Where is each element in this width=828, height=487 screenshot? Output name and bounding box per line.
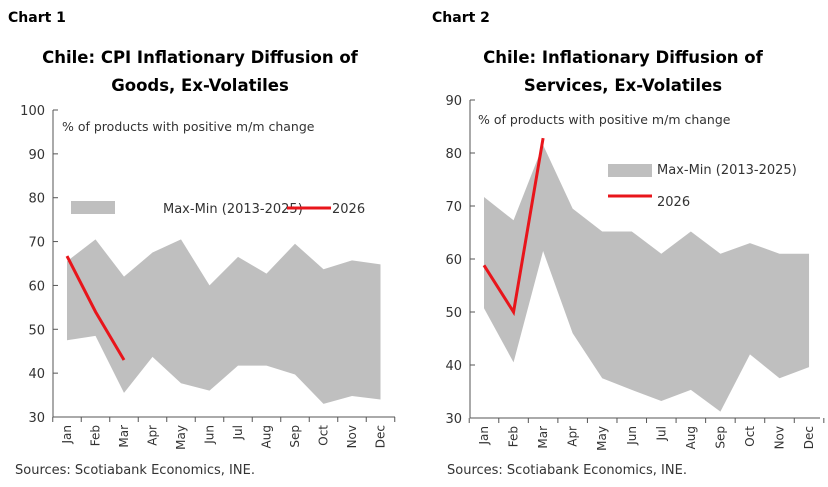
chart-1: Chart 1 Chile: CPI Inflationary Diffusion…	[8, 10, 395, 478]
x-tick-label: Nov	[773, 426, 787, 449]
y-tick-label: 50	[445, 306, 462, 321]
x-tick-label: Mar	[536, 426, 550, 449]
chart-label: Chart 1	[8, 10, 66, 26]
y-tick-label: 80	[445, 147, 462, 162]
chart-2: Chart 2 Chile: Inflationary Diffusion of S…	[432, 10, 824, 478]
chart-label: Chart 2	[432, 10, 490, 26]
x-tick-label: Feb	[89, 425, 103, 446]
max-min-band	[67, 239, 381, 403]
y-tick-label: 100	[20, 104, 45, 119]
legend-line-label: 2026	[657, 195, 690, 210]
x-tick-label: Sep	[288, 425, 302, 448]
x-tick-label: Apr	[146, 425, 160, 446]
x-tick-label: Apr	[566, 426, 580, 447]
y-tick-label: 60	[445, 253, 462, 268]
x-tick-label: Jun	[203, 425, 217, 445]
y-axis-label: % of products with positive m/m change	[62, 119, 315, 134]
y-tick-label: 30	[445, 412, 462, 427]
chart-title: Chile: Inflationary Diffusion of	[483, 48, 763, 67]
x-tick-label: Jan	[477, 426, 491, 446]
x-tick-label: Aug	[260, 425, 274, 448]
x-tick-label: Oct	[317, 425, 331, 446]
y-tick-label: 40	[28, 367, 45, 382]
y-tick-label: 70	[445, 200, 462, 215]
x-tick-label: Nov	[345, 425, 359, 448]
source-note: Sources: Scotiabank Economics, INE.	[15, 463, 255, 478]
legend-band-swatch	[608, 164, 652, 177]
y-tick-label: 30	[28, 411, 45, 426]
x-tick-label: Jan	[60, 425, 74, 445]
legend-band-swatch	[71, 201, 115, 214]
chart-title: Services, Ex-Volatiles	[524, 76, 722, 95]
x-tick-label: Jul	[654, 426, 668, 441]
y-tick-label: 80	[28, 192, 45, 207]
x-tick-label: Dec	[374, 425, 388, 448]
max-min-band	[484, 145, 809, 412]
y-tick-label: 40	[445, 359, 462, 374]
chart-title: Goods, Ex-Volatiles	[111, 76, 289, 95]
x-tick-label: Feb	[507, 426, 521, 447]
legend-band-label: Max-Min (2013-2025)	[163, 202, 303, 217]
y-tick-label: 60	[28, 279, 45, 294]
x-tick-label: May	[595, 426, 609, 451]
x-tick-label: May	[174, 425, 188, 450]
x-tick-label: Oct	[743, 426, 757, 447]
y-tick-label: 90	[28, 148, 45, 163]
legend-band-label: Max-Min (2013-2025)	[657, 163, 797, 178]
y-axis-label: % of products with positive m/m change	[478, 112, 731, 127]
x-tick-label: Dec	[802, 426, 816, 449]
x-tick-label: Jul	[231, 425, 245, 440]
x-tick-label: Mar	[117, 425, 131, 448]
legend-line-label: 2026	[332, 202, 365, 217]
x-tick-label: Aug	[684, 426, 698, 449]
y-tick-label: 70	[28, 236, 45, 251]
chart-title: Chile: CPI Inflationary Diffusion of	[42, 48, 359, 67]
x-tick-label: Sep	[713, 426, 727, 449]
source-note: Sources: Scotiabank Economics, INE.	[447, 463, 687, 478]
y-tick-label: 50	[28, 323, 45, 338]
x-tick-label: Jun	[625, 426, 639, 446]
y-tick-label: 90	[445, 94, 462, 109]
